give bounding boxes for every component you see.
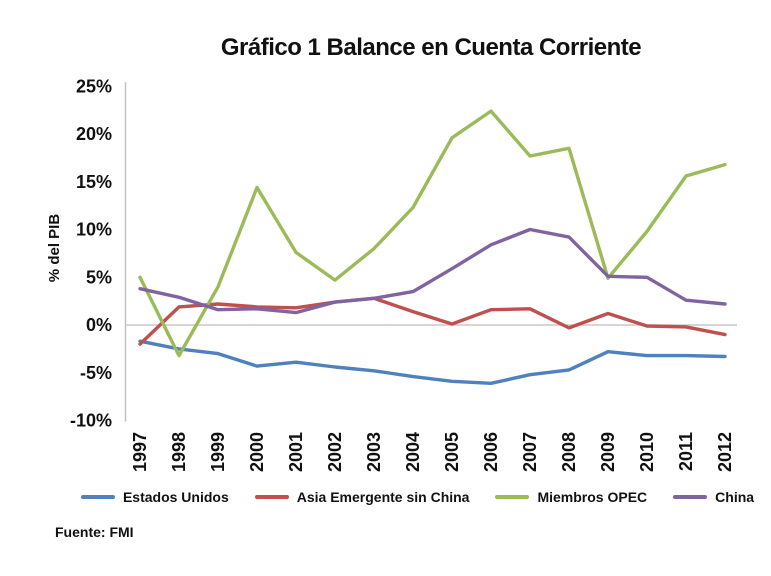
series-line-miembros-opec	[138, 109, 727, 358]
x-tick-label: 1998	[169, 432, 189, 472]
legend-line-swatch	[495, 495, 530, 499]
legend-line-swatch	[673, 495, 708, 499]
y-tick-label: 25%	[76, 76, 112, 96]
legend-line-swatch	[254, 495, 289, 499]
legend-item: Miembros OPEC	[495, 489, 647, 505]
x-tick-label: 2011	[676, 432, 696, 471]
x-tick-label: 2006	[481, 432, 501, 472]
y-tick-label: -10%	[70, 411, 112, 431]
legend-label: China	[715, 489, 755, 505]
legend: Estados Unidos Asia Emergente sin China Mi…	[80, 486, 754, 508]
series-line-estados-unidos	[138, 339, 727, 385]
x-tick-label: 2003	[364, 432, 384, 472]
series-line-china	[138, 227, 727, 315]
series-line-asia-emergente-sin-china	[138, 296, 727, 346]
y-tick-label: 15%	[76, 172, 112, 192]
x-tick-label: 2001	[286, 432, 306, 472]
legend-line-swatch	[80, 495, 115, 499]
x-tick-label: 2009	[598, 432, 618, 472]
chart-title: Gráfico 1 Balance en Cuenta Corriente	[220, 34, 642, 61]
legend-item: China	[673, 489, 754, 505]
x-tick-label: 1997	[130, 432, 150, 472]
x-tick-label: 2005	[442, 432, 462, 472]
legend-item: Asia Emergente sin China	[254, 489, 470, 505]
y-tick-label: 0%	[86, 315, 112, 335]
plot-area: 25% 20% 15% 10% 5% 0% -5% -10% 1997 1998 1999 2000 2…	[70, 76, 737, 472]
y-tick-label: 5%	[86, 267, 112, 287]
x-tick-label: 1999	[208, 432, 228, 472]
x-tick-label: 2008	[559, 432, 579, 472]
x-tick-label: 2004	[403, 432, 423, 472]
legend-label: Asia Emergente sin China	[296, 489, 470, 505]
y-tick-label: 10%	[76, 220, 112, 240]
x-tick-label: 2012	[715, 432, 735, 472]
x-tick-label: 2007	[520, 432, 540, 472]
x-tick-label: 2002	[325, 432, 345, 472]
legend-item: Estados Unidos	[80, 489, 229, 505]
source-note: Fuente: FMI	[55, 524, 134, 540]
x-tick-label: 2010	[637, 432, 657, 472]
x-tick-label: 2000	[247, 432, 267, 472]
legend-label: Estados Unidos	[122, 489, 229, 505]
y-tick-label: -5%	[80, 363, 112, 383]
legend-label: Miembros OPEC	[537, 489, 648, 505]
y-tick-label: 20%	[76, 124, 112, 144]
